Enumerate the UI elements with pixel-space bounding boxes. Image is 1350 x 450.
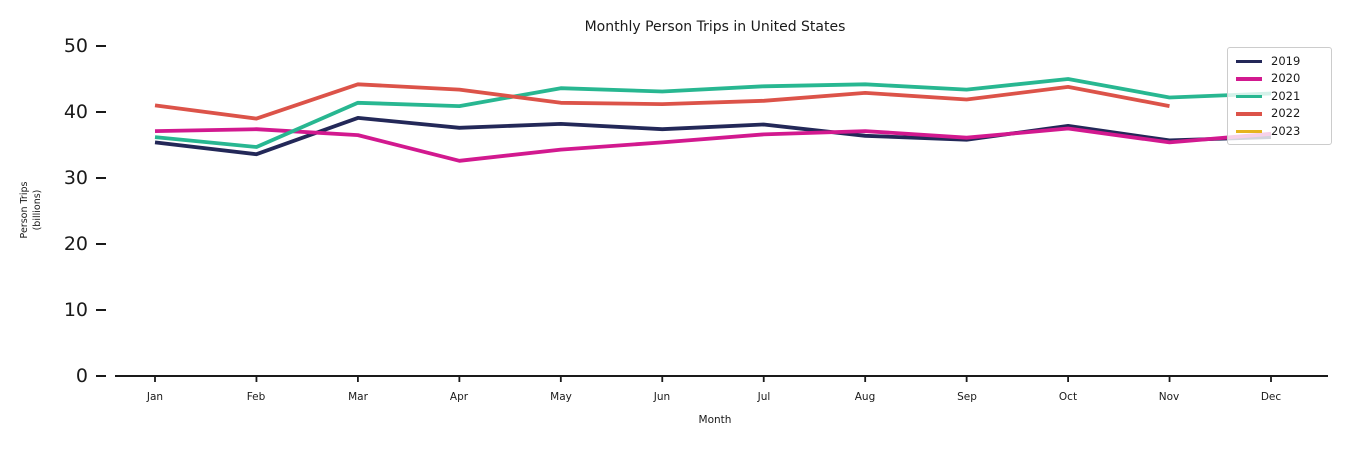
y-tick-label: 30 [64, 167, 88, 189]
legend-swatch-2023 [1236, 129, 1262, 134]
series-lines [154, 77, 1272, 163]
y-axis-label-line2: (billions) [32, 190, 43, 231]
legend-swatch-2020 [1236, 77, 1262, 81]
legend-item-2019: 2019 [1236, 53, 1323, 70]
legend-label: 2019 [1271, 53, 1301, 68]
x-tick-label: Dec [1261, 391, 1282, 403]
y-tick-label: 50 [64, 35, 88, 57]
legend-swatch-2019 [1236, 59, 1262, 64]
series-line-2019 [154, 116, 1272, 157]
x-tick-label: Jun [653, 391, 670, 403]
y-tick-label: 0 [76, 365, 88, 387]
axes [96, 45, 1328, 382]
legend: 2019 2020 2021 2022 2023 [1227, 47, 1332, 145]
x-axis-label: Month [699, 414, 732, 426]
legend-item-2021: 2021 [1236, 88, 1323, 105]
y-axis-label-line1: Person Trips [19, 182, 30, 239]
x-tick-label: Sep [957, 391, 977, 403]
x-tick-label: Mar [348, 391, 368, 403]
legend-label: 2022 [1271, 106, 1301, 121]
y-axis-label: Person Trips (billions) [19, 182, 43, 239]
x-tick-label: Nov [1159, 391, 1180, 403]
legend-swatch-2022 [1236, 112, 1262, 116]
y-axis-tick-labels: 50 40 30 20 10 0 [64, 35, 88, 387]
legend-swatch-2021 [1236, 94, 1262, 99]
legend-label: 2023 [1271, 123, 1301, 138]
legend-item-2020: 2020 [1236, 71, 1323, 88]
y-tick-label: 10 [64, 299, 88, 321]
x-tick-label: Feb [247, 391, 266, 403]
legend-item-2022: 2022 [1236, 106, 1323, 123]
x-axis-tick-labels: Jan Feb Mar Apr May Jun Jul Aug Sep Oct … [146, 391, 1281, 403]
x-tick-label: Jan [146, 391, 163, 403]
chart-title: Monthly Person Trips in United States [585, 19, 846, 35]
x-tick-label: Jul [757, 391, 771, 403]
legend-label: 2021 [1271, 88, 1301, 103]
x-tick-label: Oct [1059, 391, 1077, 403]
y-tick-label: 20 [64, 233, 88, 255]
legend-item-2023: 2023 [1236, 123, 1323, 140]
x-tick-label: Aug [855, 391, 876, 403]
x-tick-label: May [550, 391, 572, 403]
x-tick-label: Apr [450, 391, 469, 403]
series-line-2021 [154, 77, 1272, 149]
legend-label: 2020 [1271, 71, 1301, 86]
series-line-2020 [154, 126, 1272, 163]
series-line-2022 [154, 82, 1170, 121]
y-tick-label: 40 [64, 101, 88, 123]
